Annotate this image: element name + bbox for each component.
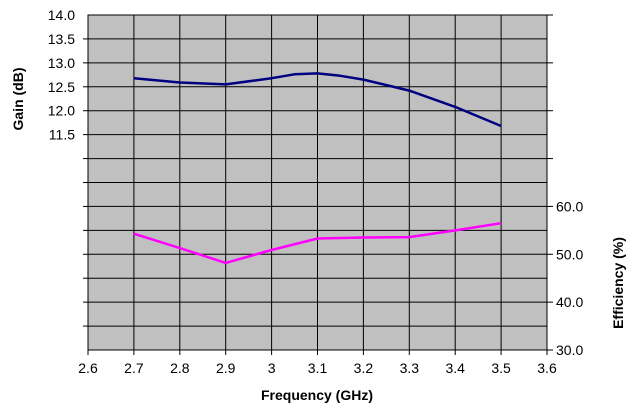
x-tick-label: 3.4 xyxy=(445,360,465,376)
x-tick-label: 3 xyxy=(268,360,276,376)
tick-labels: 2.6 2.7 2.8 2.9 3 3.1 3.2 3.3 3.4 3.5 3.6 11.5 12.0 1… xyxy=(48,7,584,376)
x-tick-label: 3.5 xyxy=(491,360,511,376)
x-tick-label: 2.6 xyxy=(78,360,98,376)
x-tick-label: 2.9 xyxy=(216,360,236,376)
y-left-tick-label: 13.5 xyxy=(48,31,75,47)
x-tick-label: 2.8 xyxy=(170,360,190,376)
y-right-tick-label: 60.0 xyxy=(556,198,583,214)
y-axis-left-title: Gain (dB) xyxy=(10,68,26,131)
x-tick-label: 3.6 xyxy=(537,360,557,376)
x-tick-label: 3.1 xyxy=(308,360,328,376)
y-right-tick-label: 50.0 xyxy=(556,246,583,262)
efficiency-line xyxy=(133,221,502,265)
y-left-tick-label: 12.5 xyxy=(48,79,75,95)
x-tick-label: 3.2 xyxy=(354,360,374,376)
y-left-tick-label: 12.0 xyxy=(48,103,75,119)
axes xyxy=(83,14,553,355)
gain-line xyxy=(133,72,502,128)
y-right-tick-label: 30.0 xyxy=(556,342,583,358)
plot-frame xyxy=(87,14,548,351)
y-left-tick-label: 11.5 xyxy=(49,127,75,143)
y-left-tick-label: 13.0 xyxy=(48,55,75,71)
y-right-tick-label: 40.0 xyxy=(556,294,583,310)
y-left-tick-label: 14.0 xyxy=(48,7,75,23)
series-lines xyxy=(133,72,502,265)
x-tick-label: 3.3 xyxy=(400,360,420,376)
y-axis-right-title: Efficiency (%) xyxy=(610,237,626,329)
x-axis-title: Frequency (GHz) xyxy=(261,387,373,403)
x-tick-label: 2.7 xyxy=(124,360,144,376)
gridlines xyxy=(88,15,547,350)
